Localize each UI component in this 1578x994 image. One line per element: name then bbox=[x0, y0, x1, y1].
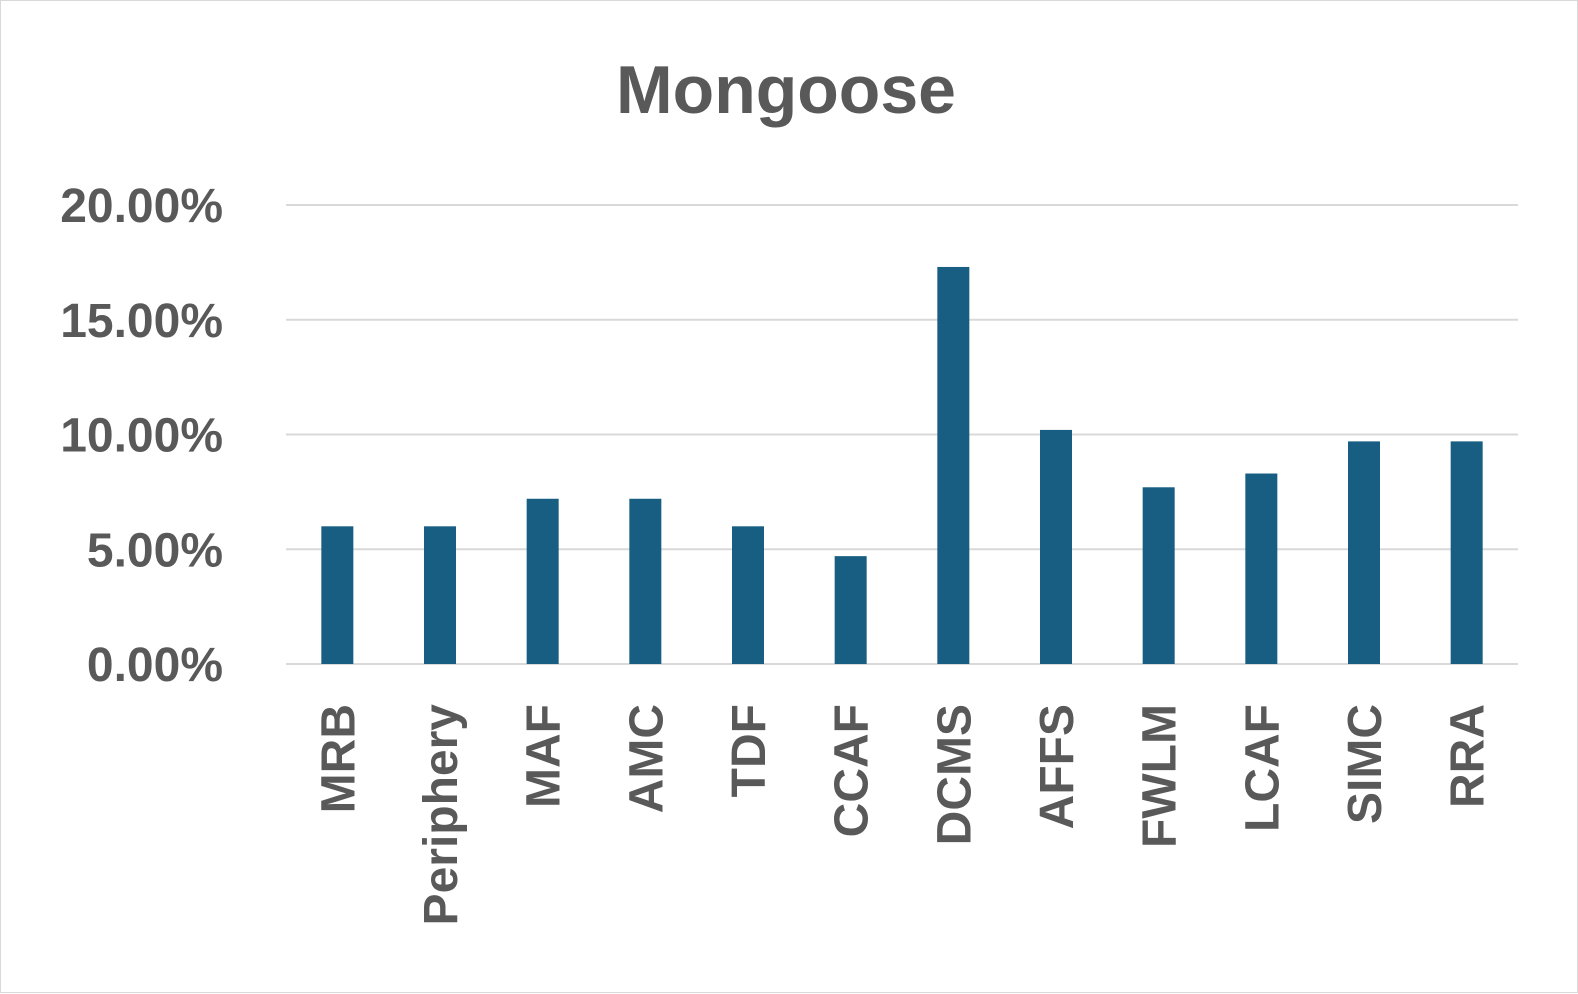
bars bbox=[321, 266, 1483, 664]
bar-periphery bbox=[424, 526, 456, 664]
bar-mrb bbox=[321, 526, 354, 664]
y-tick-label: 15.00% bbox=[60, 295, 223, 348]
x-tick-label: FWLM bbox=[1134, 704, 1187, 848]
bar-fwlm bbox=[1142, 487, 1175, 664]
bar-simc bbox=[1348, 441, 1380, 664]
bar-lcaf bbox=[1245, 473, 1278, 664]
y-tick-label: 20.00% bbox=[60, 180, 223, 233]
bar-dcms bbox=[937, 266, 970, 664]
x-axis-ticks: MRB Periphery MAF AMC TDF CCAF DCMS AFFS FWLM LCA… bbox=[312, 704, 1494, 926]
x-tick-label: RRA bbox=[1442, 704, 1495, 808]
x-tick-label: MRB bbox=[312, 704, 365, 813]
y-tick-label: 5.00% bbox=[87, 524, 223, 577]
x-tick-label: TDF bbox=[723, 704, 776, 797]
y-tick-label: 0.00% bbox=[87, 639, 223, 692]
bar-rra bbox=[1450, 441, 1483, 664]
bar-ccaf bbox=[834, 556, 867, 664]
x-tick-label: Periphery bbox=[415, 704, 468, 926]
x-tick-label: CCAF bbox=[826, 704, 879, 837]
y-tick-label: 10.00% bbox=[60, 410, 223, 463]
x-tick-label: LCAF bbox=[1236, 704, 1289, 832]
y-axis-ticks: 0.00% 5.00% 10.00% 15.00% 20.00% bbox=[60, 180, 223, 692]
bar-tdf bbox=[732, 526, 764, 664]
x-tick-label: SIMC bbox=[1339, 704, 1392, 824]
bar-affs bbox=[1040, 429, 1072, 664]
x-tick-label: MAF bbox=[518, 704, 571, 808]
x-tick-label: AFFS bbox=[1031, 704, 1084, 829]
chart-title: Mongoose bbox=[616, 52, 956, 128]
gridlines bbox=[286, 204, 1518, 665]
bar-amc bbox=[629, 498, 662, 664]
x-tick-label: AMC bbox=[620, 704, 673, 813]
bar-maf bbox=[526, 498, 559, 664]
x-tick-label: DCMS bbox=[928, 704, 981, 845]
